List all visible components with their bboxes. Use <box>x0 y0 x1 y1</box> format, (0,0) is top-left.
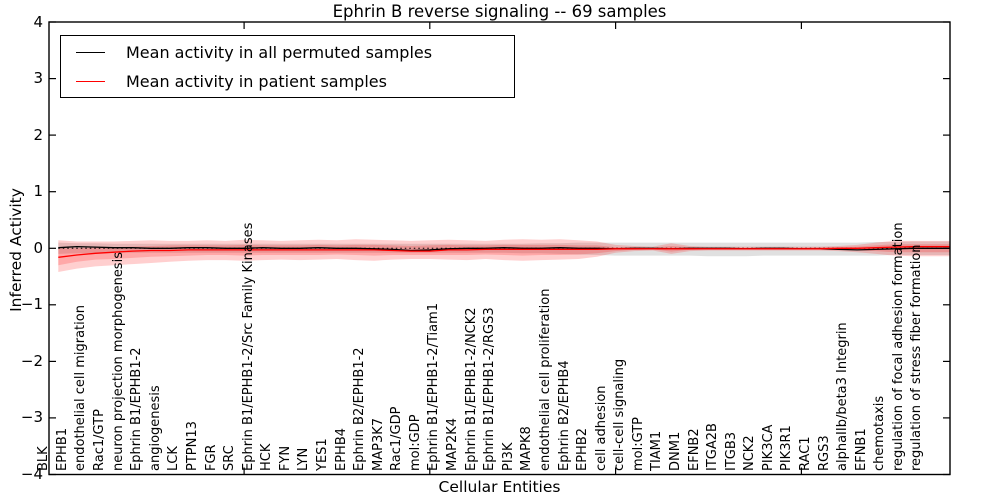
x-tick-label: YES1 <box>314 438 330 471</box>
x-tick-label: MAP2K4 <box>445 417 460 471</box>
x-tick-label: Ephrin B2/EPHB4 <box>556 360 572 471</box>
x-tick-label: EPHB2 <box>575 427 590 471</box>
x-tick-label: DNM1 <box>667 431 683 471</box>
x-tick-label: BLK <box>36 446 52 471</box>
x-tick-label: ITGB3 <box>723 431 739 471</box>
x-tick-label: Ephrin B1/EPHB1-2/Src Family Kinases <box>240 222 256 471</box>
x-tick-label: chemotaxis <box>872 395 888 471</box>
x-tick-label: Rac1/GTP <box>92 409 107 471</box>
x-tick-label: PI3K <box>500 442 516 471</box>
x-tick-label: endothelial cell migration <box>73 305 89 471</box>
x-tick-label: FGR <box>203 444 219 471</box>
x-tick-label: mol:GTP <box>630 417 646 471</box>
x-tick-label: NCK2 <box>742 435 758 471</box>
x-tick-label: HCK <box>259 443 275 471</box>
legend-line-permuted-icon <box>76 52 105 53</box>
x-tick-label: MAPK8 <box>519 426 535 471</box>
y-tick-label: −1 <box>20 295 43 314</box>
x-tick-label: FYN <box>277 445 293 471</box>
x-tick-label: regulation of stress fiber formation <box>909 244 925 471</box>
y-tick-label: 3 <box>33 69 43 88</box>
x-tick-label: EFNB2 <box>686 428 702 471</box>
patient-mean-line <box>58 245 950 258</box>
x-tick-label: TIAM1 <box>649 430 665 471</box>
legend-line-patient-icon <box>76 81 105 82</box>
y-tick-label: −2 <box>20 351 43 370</box>
x-tick-label: PTPN13 <box>184 421 200 471</box>
x-tick-label: mol:GDP <box>407 414 423 471</box>
legend-label-patient: Mean activity in patient samples <box>126 72 387 91</box>
legend-entry-permuted: Mean activity in all permuted samples <box>61 38 514 67</box>
x-tick-label: endothelial cell proliferation <box>537 288 553 472</box>
y-tick-label: 0 <box>33 238 43 257</box>
x-tick-label: ITGA2B <box>705 423 721 471</box>
chart-title: Ephrin B reverse signaling -- 69 samples <box>332 2 667 21</box>
x-tick-label: Ephrin B1/EPHB1-2/NCK2 <box>463 307 479 471</box>
x-tick-label: RGS3 <box>816 435 832 471</box>
x-tick-label: LYN <box>296 447 312 471</box>
x-tick-label: LCK <box>166 446 182 471</box>
x-tick-label: neuron projection morphogenesis <box>110 252 126 471</box>
x-tick-label: regulation of focal adhesion formation <box>890 222 906 471</box>
legend: Mean activity in all permuted samples Me… <box>60 35 515 98</box>
x-tick-label: EPHB4 <box>333 427 349 471</box>
x-tick-label: Ephrin B2/EPHB1-2 <box>352 347 368 471</box>
x-tick-label: MAP3K7 <box>370 417 386 471</box>
y-tick-label: −4 <box>20 465 43 483</box>
x-tick-label: PIK3R1 <box>779 425 795 471</box>
x-tick-label: Ephrin B1/EPHB1-2 <box>129 347 145 471</box>
patient-band-outer <box>58 239 951 272</box>
y-tick-label: 2 <box>33 125 43 144</box>
legend-entry-patient: Mean activity in patient samples <box>61 67 514 96</box>
y-tick-label: −3 <box>20 408 43 427</box>
x-tick-label: Ephrin B1/EPHB1-2/Tiam1 <box>426 302 442 471</box>
x-tick-label: RAC1 <box>798 436 813 471</box>
x-tick-label: SRC <box>222 445 238 471</box>
legend-label-permuted: Mean activity in all permuted samples <box>126 43 433 62</box>
x-tick-label: angiogenesis <box>147 385 163 471</box>
x-tick-label: Rac1/GDP <box>389 406 405 471</box>
x-tick-label: EFNB1 <box>853 428 869 471</box>
x-tick-label: EPHB1 <box>54 427 70 471</box>
x-axis-label: Cellular Entities <box>438 478 561 496</box>
x-tick-label: PIK3CA <box>760 424 776 471</box>
x-tick-label: alphaIIb/beta3 Integrin <box>835 322 851 471</box>
x-tick-label: cell adhesion <box>593 385 609 471</box>
x-tick-label: cell-cell signaling <box>612 358 628 471</box>
y-tick-label: 4 <box>33 12 43 31</box>
y-tick-label: 1 <box>33 182 43 201</box>
x-tick-label: Ephrin B1/EPHB1-2/RGS3 <box>482 307 498 471</box>
